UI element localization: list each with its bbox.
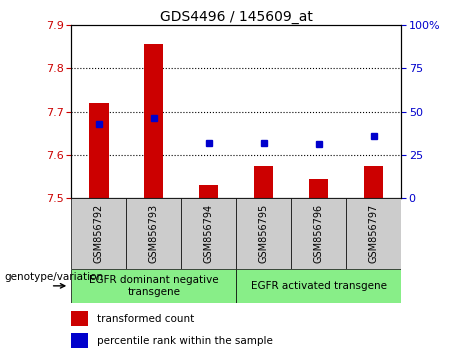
Bar	[236, 269, 401, 303]
Bar	[71, 198, 126, 269]
Bar	[71, 333, 88, 348]
Text: EGFR dominant negative
transgene: EGFR dominant negative transgene	[89, 275, 219, 297]
Bar	[236, 198, 291, 269]
Bar	[144, 44, 164, 198]
Bar	[346, 198, 401, 269]
Bar	[199, 185, 219, 198]
Bar	[254, 166, 273, 198]
Title: GDS4496 / 145609_at: GDS4496 / 145609_at	[160, 10, 313, 24]
Text: GSM856797: GSM856797	[369, 204, 378, 263]
Bar	[309, 179, 328, 198]
Text: GSM856793: GSM856793	[149, 204, 159, 263]
Bar	[291, 198, 346, 269]
Text: GSM856792: GSM856792	[94, 204, 104, 263]
Bar	[126, 198, 181, 269]
Bar	[89, 103, 108, 198]
Text: GSM856794: GSM856794	[204, 204, 214, 263]
Bar	[71, 269, 236, 303]
Text: GSM856795: GSM856795	[259, 204, 269, 263]
Text: transformed count: transformed count	[97, 314, 194, 324]
Text: genotype/variation: genotype/variation	[5, 272, 104, 282]
Text: EGFR activated transgene: EGFR activated transgene	[251, 281, 387, 291]
Text: percentile rank within the sample: percentile rank within the sample	[97, 336, 272, 346]
Bar	[181, 198, 236, 269]
Bar	[364, 166, 383, 198]
Text: GSM856796: GSM856796	[313, 204, 324, 263]
Bar	[71, 311, 88, 326]
